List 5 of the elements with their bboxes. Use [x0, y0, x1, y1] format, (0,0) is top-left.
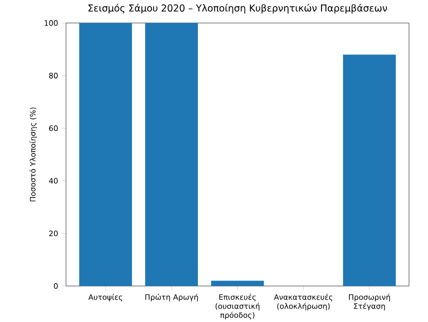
chart-title: Σεισμός Σάμου 2020 – Υλοποίηση Κυβερνητικών Παρεμβάσεων	[88, 4, 388, 14]
bar	[79, 23, 132, 286]
bar	[145, 23, 198, 286]
bar	[211, 280, 264, 286]
bar	[343, 54, 396, 286]
